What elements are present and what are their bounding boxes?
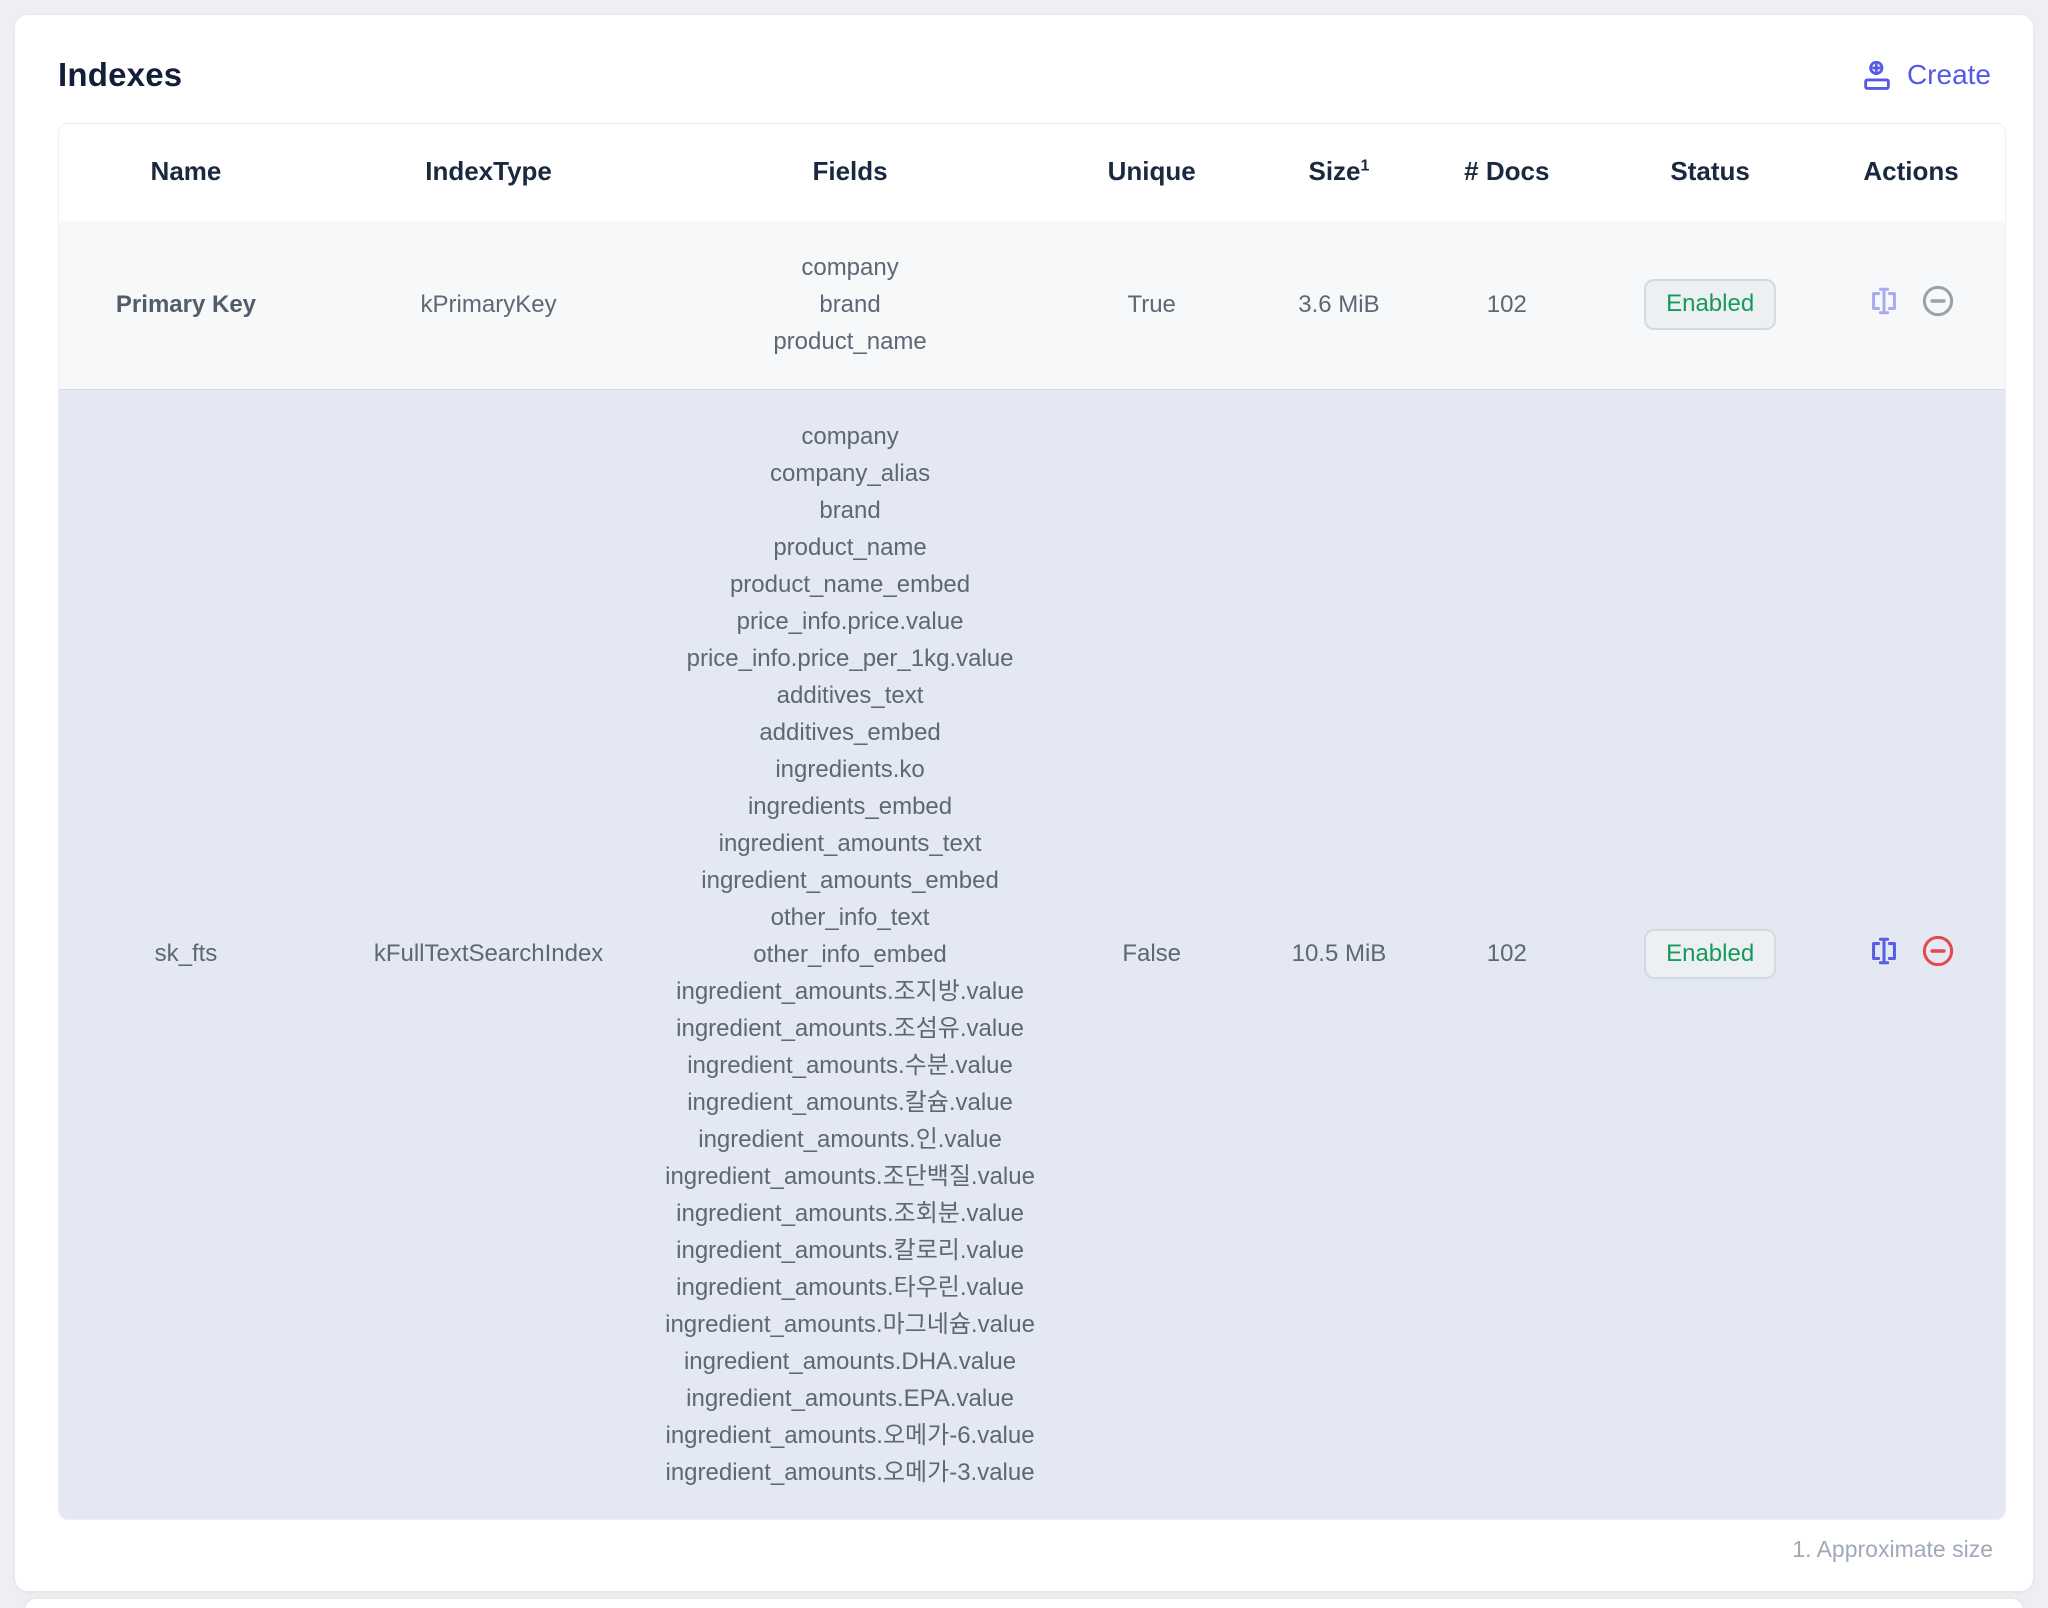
column-header-docs: # Docs <box>1410 124 1604 221</box>
column-header-label: Fields <box>812 156 888 186</box>
cell-name: Primary Key <box>59 221 313 389</box>
indexes-table-wrap: Name IndexType Fields Unique Size1 # Docs Stat… <box>58 123 2006 1520</box>
field-name: additives_text <box>776 681 924 709</box>
column-header-actions: Actions <box>1817 124 2005 221</box>
cell-actions <box>1817 221 2005 389</box>
index-name: Primary Key <box>115 290 257 318</box>
column-header-label: Status <box>1670 156 1750 186</box>
column-header-label: Actions <box>1863 156 1959 186</box>
row-actions <box>1865 282 1957 320</box>
field-name: ingredient_amounts.타우린.value <box>676 1273 1024 1301</box>
field-name: ingredient_amounts.조단백질.value <box>665 1162 1035 1190</box>
field-name: ingredient_amounts.인.value <box>698 1125 1002 1153</box>
field-name: company_alias <box>770 459 931 487</box>
cell-size: 10.5 MiB <box>1291 940 1387 967</box>
cell-fields: company brand product_name <box>664 221 1036 389</box>
field-name: ingredient_amounts.조섬유.value <box>676 1014 1024 1042</box>
field-name: product_name <box>773 533 927 561</box>
field-name: ingredient_amounts_text <box>718 829 982 857</box>
field-name: ingredient_amounts.조지방.value <box>676 977 1024 1005</box>
field-name: ingredient_amounts_embed <box>701 866 999 894</box>
table-body: Primary Key kPrimaryKey company brand produc… <box>59 221 2005 1519</box>
field-name: brand <box>819 496 881 524</box>
field-name: price_info.price_per_1kg.value <box>686 644 1014 672</box>
delete-index-button <box>1919 282 1957 320</box>
column-header-label: Unique <box>1107 156 1196 186</box>
create-index-icon <box>1860 58 1894 92</box>
indexes-card: Indexes Create <box>14 14 2034 1592</box>
minus-circle-icon <box>1922 286 1954 317</box>
field-name: ingredient_amounts.칼슘.value <box>687 1088 1013 1116</box>
size-footnote-marker: 1 <box>1360 157 1370 175</box>
field-name: ingredient_amounts.칼로리.value <box>676 1236 1024 1264</box>
column-header-label: IndexType <box>425 156 552 186</box>
cell-actions <box>1817 389 2005 1519</box>
page-title: Indexes <box>58 56 183 93</box>
cell-docs: 102 <box>1486 290 1527 318</box>
field-name: price_info.price.value <box>736 607 964 635</box>
field-name: other_info_embed <box>753 940 947 968</box>
cell-name: sk_fts <box>59 389 313 1519</box>
cell-index-type: kFullTextSearchIndex <box>373 940 604 967</box>
field-name: additives_embed <box>759 718 941 746</box>
cell-docs: 102 <box>1486 940 1527 967</box>
cell-unique: True <box>1127 290 1176 318</box>
rename-index-button <box>1865 282 1903 320</box>
rename-icon <box>1872 288 1897 315</box>
field-name: ingredient_amounts.오메가-3.value <box>665 1458 1035 1486</box>
field-name: ingredients.ko <box>775 755 925 783</box>
delete-index-button[interactable] <box>1919 932 1957 970</box>
status-badge: Enabled <box>1644 928 1777 980</box>
minus-circle-icon <box>1922 935 1954 966</box>
index-row-primary-key: Primary Key kPrimaryKey company brand produc… <box>59 221 2005 389</box>
field-name: ingredient_amounts.DHA.value <box>683 1347 1017 1375</box>
rename-index-button[interactable] <box>1865 932 1903 970</box>
fields-list: company brand product_name <box>664 249 1036 360</box>
field-name: product_name_embed <box>729 570 971 598</box>
next-card-edge <box>24 1598 2024 1608</box>
create-button-label: Create <box>1906 59 1991 90</box>
field-name: brand <box>819 291 881 319</box>
field-name: ingredient_amounts.EPA.value <box>686 1384 1014 1412</box>
column-header-label: Size <box>1308 156 1361 186</box>
cell-size: 3.6 MiB <box>1298 290 1380 318</box>
card-header: Indexes Create <box>58 49 2005 101</box>
index-name: sk_fts <box>154 940 218 967</box>
column-header-name: Name <box>59 124 313 221</box>
status-badge: Enabled <box>1644 279 1777 331</box>
field-name: company <box>801 422 899 450</box>
field-name: other_info_text <box>770 903 930 931</box>
create-button[interactable]: Create <box>1860 58 1991 92</box>
field-name: company <box>801 254 899 282</box>
cell-unique: False <box>1122 940 1182 967</box>
column-header-size: Size1 <box>1267 124 1411 221</box>
cell-index-type: kPrimaryKey <box>420 290 557 318</box>
column-header-status: Status <box>1603 124 1818 221</box>
field-name: ingredient_amounts.마그네슘.value <box>665 1310 1035 1338</box>
indexes-table: Name IndexType Fields Unique Size1 # Docs Stat… <box>59 124 2005 1519</box>
size-footnote: 1. Approximate size <box>1792 1535 1993 1562</box>
field-name: ingredients_embed <box>747 792 953 820</box>
column-header-label: Name <box>150 156 222 186</box>
column-header-indextype: IndexType <box>312 124 665 221</box>
column-header-fields: Fields <box>664 124 1036 221</box>
field-name: ingredient_amounts.수분.value <box>687 1051 1013 1079</box>
field-name: ingredient_amounts.오메가-6.value <box>665 1421 1035 1449</box>
table-header-row: Name IndexType Fields Unique Size1 # Docs Stat… <box>59 124 2005 221</box>
cell-status: Enabled <box>1603 389 1817 1519</box>
index-row-sk-fts: sk_fts kFullTextSearchIndex company company… <box>59 389 2005 1519</box>
rename-icon <box>1872 937 1897 964</box>
cell-status: Enabled <box>1603 221 1817 389</box>
field-name: ingredient_amounts.조회분.value <box>676 1199 1024 1227</box>
field-name: product_name <box>773 328 927 356</box>
column-header-label: # Docs <box>1464 156 1550 186</box>
column-header-unique: Unique <box>1035 124 1268 221</box>
row-actions <box>1865 932 1957 970</box>
